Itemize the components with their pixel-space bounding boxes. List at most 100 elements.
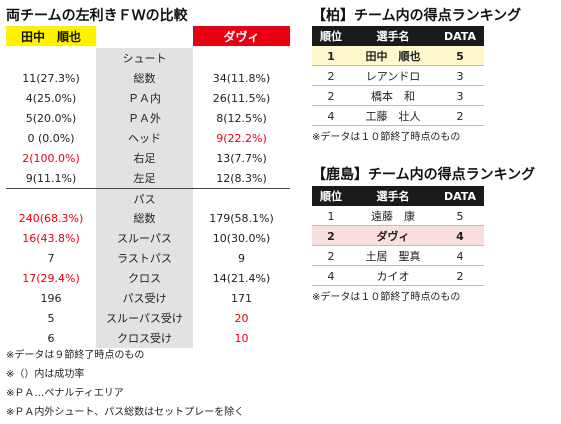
note-line: ※ＰＡ内外シュート、パス総数はセットプレーを除く <box>6 407 245 418</box>
kashiwa-ranking-table: 順位 選手名 DATA 1 田中 順也 5 2 レアンドロ 3 2 橋本 和 3 4 工藤 壮人 2 <box>312 26 484 126</box>
right-player-value: 8(12.5%) <box>216 111 267 125</box>
data-header: DATA <box>444 29 476 43</box>
stat-row: 17(29.4%) クロス 14(21.4%) <box>6 268 290 288</box>
note-line: ※ＰＡ…ペナルティエリア <box>6 388 124 399</box>
stat-row: 5 スルーパス受け 20 <box>6 308 290 328</box>
stat-label: 総数 <box>96 68 193 88</box>
player-name-cell: ダヴィ <box>376 230 410 243</box>
stat-row: 7 ラストパス 9 <box>6 248 290 268</box>
section-label: パス <box>96 189 193 209</box>
ranking-header-row: 順位 選手名 DATA <box>312 186 484 206</box>
stat-row: 2(100.0%) 右足 13(7.7%) <box>6 148 290 168</box>
comparison-title: 両チームの左利きＦＷの比較 <box>6 8 188 24</box>
ranking-row: 1 遠藤 康 5 <box>312 206 484 226</box>
ranking-row: 4 カイオ 2 <box>312 266 484 286</box>
right-player-value <box>193 189 290 209</box>
stat-row: 196 パス受け 171 <box>6 288 290 308</box>
section-label: シュート <box>96 48 193 68</box>
rank-cell: 1 <box>327 49 335 63</box>
right-player-value: 171 <box>231 291 252 305</box>
stat-label: 左足 <box>96 168 193 188</box>
ranking-row: 2 橋本 和 3 <box>312 86 484 106</box>
left-player-value: 2(100.0%) <box>22 151 80 165</box>
stat-row: 5(20.0%) ＰＡ外 8(12.5%) <box>6 108 290 128</box>
left-player-value: 17(29.4%) <box>22 271 80 285</box>
rank-cell: 2 <box>327 249 335 263</box>
data-cell: 3 <box>456 89 464 103</box>
player-name-cell: 土居 聖真 <box>365 250 421 263</box>
left-player-value: 4(25.0%) <box>25 91 77 105</box>
rank-cell: 2 <box>327 69 335 83</box>
left-player-value: 9(11.1%) <box>25 171 77 185</box>
left-player-value <box>6 189 96 209</box>
left-player-value: 5 <box>47 311 55 325</box>
right-player-value: 10 <box>234 331 249 345</box>
data-cell: 4 <box>456 229 464 243</box>
rank-cell: 2 <box>327 229 335 243</box>
ranking-row: 1 田中 順也 5 <box>312 46 484 66</box>
stat-row: 0 (0.0%) ヘッド 9(22.2%) <box>6 128 290 148</box>
right-player-value: 9(22.2%) <box>216 131 267 145</box>
left-player-value: 16(43.8%) <box>22 231 80 245</box>
stat-row: 9(11.1%) 左足 12(8.3%) <box>6 168 290 188</box>
player-name-cell: 田中 順也 <box>365 50 421 63</box>
stat-label: ＰＡ外 <box>96 108 193 128</box>
note-line: ※データは９節終了時点のもの <box>6 350 145 361</box>
player-right-name: ダヴィ <box>193 26 290 46</box>
stat-row: 11(27.3%) 総数 34(11.8%) <box>6 68 290 88</box>
comparison-table: 田中 順也 ダヴィ シュート 11(27.3%) 総数 34(11.8%) 4(25.0… <box>6 26 290 348</box>
ranking-row: 4 工藤 壮人 2 <box>312 106 484 126</box>
stat-label: スルーパス <box>96 228 193 248</box>
data-cell: 5 <box>456 49 464 63</box>
left-player-value: 196 <box>40 291 62 305</box>
left-player-value <box>6 48 96 68</box>
right-player-value <box>193 48 290 68</box>
player-name-header: 選手名 <box>376 30 410 43</box>
kashiwa-ranking-note: ※データは１０節終了時点のもの <box>312 132 461 143</box>
left-player-value: 5(20.0%) <box>25 111 77 125</box>
left-player-value: 6 <box>47 331 55 345</box>
rank-header: 順位 <box>320 190 342 203</box>
left-player-value: 11(27.3%) <box>22 71 80 85</box>
rank-cell: 2 <box>327 89 335 103</box>
data-cell: 4 <box>456 249 464 263</box>
note-line: ※（）内は成功率 <box>6 369 85 380</box>
rank-cell: 4 <box>327 109 335 123</box>
player-name-cell: レアンドロ <box>365 70 421 83</box>
data-cell: 5 <box>456 209 464 223</box>
data-cell: 3 <box>456 69 464 83</box>
right-player-value: 14(21.4%) <box>212 271 271 285</box>
stat-label: クロス受け <box>96 328 193 348</box>
stat-label: 右足 <box>96 148 193 168</box>
stat-label: スルーパス受け <box>96 308 193 328</box>
right-player-value: 9 <box>238 251 245 265</box>
right-player-value: 26(11.5%) <box>212 91 271 105</box>
right-player-value: 20 <box>234 311 249 325</box>
player-name-cell: 橋本 和 <box>371 90 415 103</box>
kashima-ranking-title: 【鹿島】チーム内の得点ランキング <box>312 167 536 183</box>
section-row: パス <box>6 188 290 209</box>
data-cell: 2 <box>456 109 464 123</box>
right-player-value: 179(58.1%) <box>209 211 274 225</box>
data-cell: 2 <box>456 269 464 283</box>
data-header: DATA <box>444 189 476 203</box>
stat-row: 6 クロス受け 10 <box>6 328 290 348</box>
player-header: 田中 順也 ダヴィ <box>6 26 290 48</box>
stat-label: 総数 <box>96 208 193 228</box>
right-player-value: 12(8.3%) <box>216 171 267 185</box>
left-player-value: 0 (0.0%) <box>27 131 75 145</box>
rank-header: 順位 <box>320 30 342 43</box>
left-player-value: 7 <box>47 251 55 265</box>
stat-row: 4(25.0%) ＰＡ内 26(11.5%) <box>6 88 290 108</box>
right-player-value: 34(11.8%) <box>212 71 271 85</box>
kashima-ranking-note: ※データは１０節終了時点のもの <box>312 292 461 303</box>
ranking-row: 2 レアンドロ 3 <box>312 66 484 86</box>
stat-label: パス受け <box>96 288 193 308</box>
stat-label: ラストパス <box>96 248 193 268</box>
right-player-value: 10(30.0%) <box>212 231 271 245</box>
ranking-row: 2 ダヴィ 4 <box>312 226 484 246</box>
stat-label: ＰＡ内 <box>96 88 193 108</box>
left-player-value: 240(68.3%) <box>18 211 84 225</box>
stat-row: 16(43.8%) スルーパス 10(30.0%) <box>6 228 290 248</box>
ranking-row: 2 土居 聖真 4 <box>312 246 484 266</box>
